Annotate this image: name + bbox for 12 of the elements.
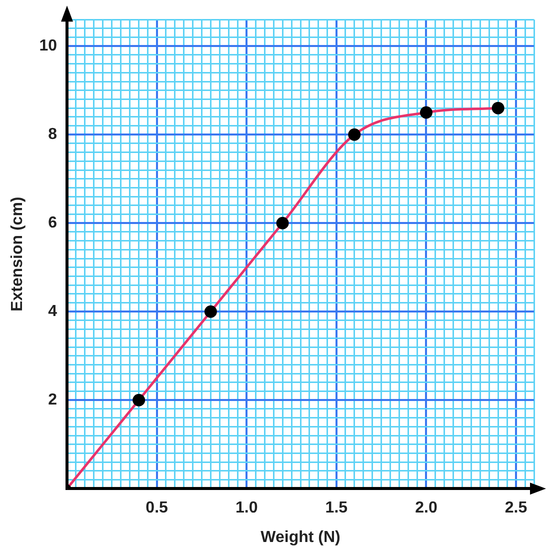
x-tick-label: 2.5 — [504, 500, 528, 517]
x-tick-label: 1.5 — [325, 500, 348, 517]
x-tick-label: 0.5 — [146, 500, 168, 517]
x-axis-title: Weight (N) — [260, 528, 340, 546]
y-tick-label: 4 — [48, 303, 58, 320]
y-tick-label: 10 — [39, 38, 58, 55]
y-tick-label: 8 — [48, 126, 58, 144]
x-tick-label: 1.0 — [235, 500, 258, 517]
y-tick-label: 2 — [48, 392, 58, 409]
x-tick-label: 2.0 — [415, 500, 438, 517]
y-axis-title: Extension (cm) — [9, 196, 26, 312]
y-tick-label: 6 — [48, 214, 58, 232]
